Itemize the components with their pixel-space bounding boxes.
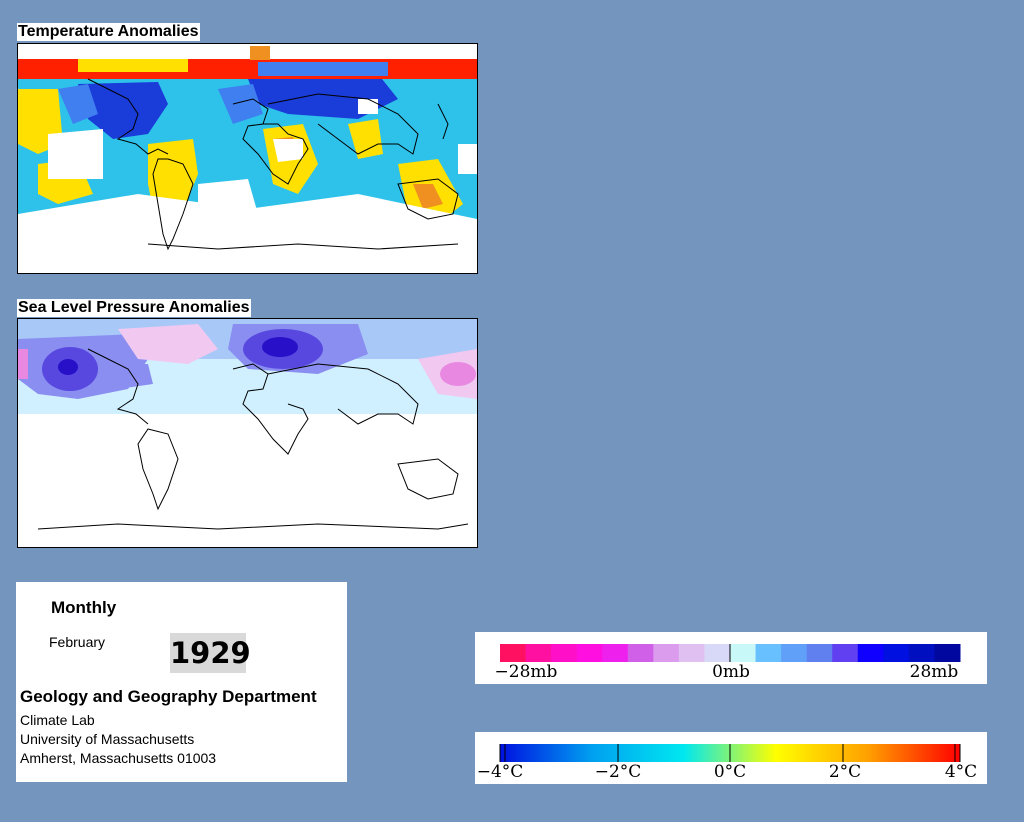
temperature-ticks [499,744,961,762]
department-name: Geology and Geography Department [20,687,317,706]
year-display: 1929 [170,633,251,673]
frequency-label: Monthly [51,598,117,617]
lab-name: Climate Lab [20,712,95,728]
temp-label-neg4: −4°C [477,762,524,782]
pressure-swatch [602,644,629,662]
pressure-swatch [832,644,859,662]
pressure-map-title: Sea Level Pressure Anomalies [17,299,251,317]
pressure-coastlines [37,348,469,530]
pressure-swatch [730,644,757,662]
no-data-top [18,44,477,59]
pressure-swatch [755,644,782,662]
no-data-south [18,194,477,273]
pressure-swatch [704,644,731,662]
temperature-legend: −4°C −2°C 0°C 2°C 4°C [475,732,987,784]
address-line: Amherst, Massachusetts 01003 [20,750,217,766]
pressure-label-min: −28mb [495,662,558,682]
arctic-low [118,324,218,364]
pressure-swatch [653,644,680,662]
pressure-anomaly-map [17,318,478,548]
info-panel: Monthly February 1929 Geology and Geogra… [16,582,347,782]
pressure-swatch [857,644,884,662]
no-data-pacific [48,129,103,179]
pressure-swatch [883,644,910,662]
pressure-swatch [678,644,705,662]
pressure-swatch [551,644,578,662]
pressure-legend: −28mb 0mb 28mb [475,632,987,684]
temperature-map-title: Temperature Anomalies [17,23,200,41]
pressure-swatch [500,644,527,662]
pressure-swatch [934,644,961,662]
month-label: February [49,634,106,650]
pressure-swatch [627,644,654,662]
pressure-label-zero: 0mb [712,662,750,682]
pressure-swatch [781,644,808,662]
pressure-swatches [500,644,961,662]
pressure-swatch [806,644,833,662]
pressure-swatch [908,644,935,662]
temp-label-neg2: −2°C [595,762,642,782]
temp-label-pos2: 2°C [829,762,861,782]
na-cold [78,82,168,139]
temperature-anomaly-map [17,43,478,274]
temp-label-pos4: 4°C [945,762,977,782]
pressure-swatch [576,644,603,662]
coastlines [87,78,459,251]
temp-label-zero: 0°C [714,762,746,782]
university-name: University of Massachusetts [20,731,195,747]
pressure-label-max: 28mb [910,662,959,682]
pressure-swatch [525,644,552,662]
